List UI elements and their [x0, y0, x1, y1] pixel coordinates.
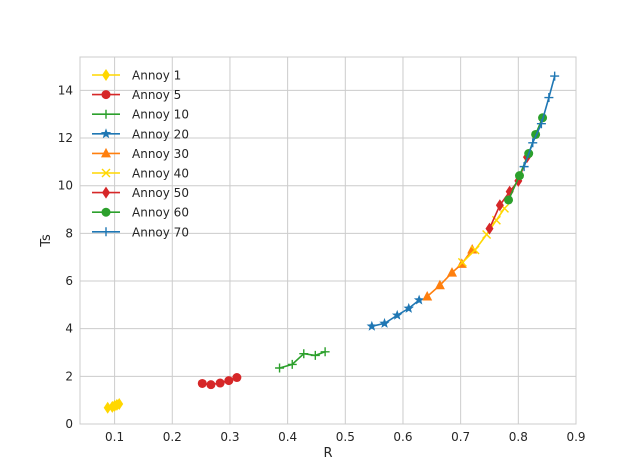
data-point — [310, 350, 320, 360]
data-point — [495, 199, 504, 212]
data-point — [197, 378, 207, 388]
legend-item: Annoy 60 — [92, 206, 189, 220]
y-axis-label: Ts — [39, 234, 54, 248]
data-point — [544, 93, 554, 103]
series — [103, 397, 124, 414]
legend-item: Annoy 10 — [92, 108, 189, 122]
x-tick-label: 0.3 — [220, 430, 239, 444]
x-tick-label: 0.1 — [105, 430, 124, 444]
data-point — [299, 349, 309, 359]
data-point — [505, 185, 514, 198]
data-point — [422, 291, 433, 301]
legend-item: Annoy 20 — [92, 127, 189, 141]
data-point — [101, 109, 111, 119]
series-group — [103, 71, 560, 414]
series — [275, 347, 330, 373]
x-tick-label: 0.7 — [451, 430, 470, 444]
data-point — [485, 222, 494, 235]
grid-lines — [80, 57, 577, 425]
data-point — [206, 380, 216, 390]
legend-item: Annoy 1 — [92, 69, 181, 83]
legend-item: Annoy 30 — [92, 147, 189, 161]
data-point — [403, 302, 414, 313]
y-tick-label: 14 — [58, 83, 73, 97]
data-point — [100, 128, 112, 139]
legend-label: Annoy 1 — [132, 69, 181, 83]
legend: Annoy 1 Annoy 5 Annoy 10 Annoy 20 Annoy 30 An… — [92, 69, 189, 239]
series — [366, 294, 425, 331]
data-point — [102, 69, 110, 81]
data-point — [101, 90, 111, 100]
legend-label: Annoy 40 — [132, 167, 189, 181]
y-tick-label: 2 — [65, 369, 73, 383]
legend-label: Annoy 60 — [132, 206, 189, 220]
data-point — [536, 119, 546, 129]
data-point — [519, 162, 529, 172]
y-tick-label: 12 — [58, 131, 73, 145]
data-point — [101, 147, 111, 158]
data-point — [514, 171, 524, 181]
data-point — [434, 279, 445, 290]
tick-labels: 0.1 0.2 0.3 0.4 0.5 0.6 0.7 0.8 0.9 0 2 4 6 8 10 12 14 — [58, 83, 586, 444]
x-tick-label: 0.9 — [566, 430, 585, 444]
series — [197, 373, 242, 390]
data-point — [391, 309, 403, 320]
series — [457, 203, 509, 267]
data-point — [101, 227, 111, 237]
data-point — [287, 359, 297, 369]
data-point — [550, 71, 560, 81]
x-axis-label: R — [323, 446, 332, 461]
data-point — [275, 363, 285, 373]
data-point — [504, 195, 514, 205]
x-tick-label: 0.2 — [163, 430, 182, 444]
legend-label: Annoy 20 — [132, 127, 189, 141]
y-tick-label: 6 — [65, 274, 73, 288]
legend-item: Annoy 50 — [92, 186, 189, 200]
x-tick-label: 0.5 — [336, 430, 355, 444]
plot-frame — [79, 56, 577, 425]
legend-item: Annoy 5 — [92, 88, 181, 102]
x-tick-label: 0.4 — [278, 430, 297, 444]
legend-label: Annoy 10 — [132, 108, 189, 122]
data-point — [366, 320, 378, 331]
data-point — [224, 376, 234, 386]
legend-item: Annoy 40 — [92, 167, 189, 181]
data-point — [102, 186, 110, 199]
data-point — [447, 267, 457, 277]
data-point — [101, 207, 111, 217]
series — [519, 71, 560, 172]
data-point — [413, 294, 425, 305]
data-point — [457, 257, 467, 267]
data-point — [379, 317, 390, 328]
x-tick-label: 0.8 — [509, 430, 528, 444]
data-point — [232, 373, 242, 383]
data-point — [215, 378, 225, 388]
legend-label: Annoy 50 — [132, 186, 189, 200]
y-tick-label: 0 — [65, 417, 73, 431]
legend-label: Annoy 70 — [132, 225, 189, 239]
y-tick-label: 8 — [65, 226, 73, 240]
legend-label: Annoy 5 — [132, 88, 181, 102]
data-point — [528, 138, 538, 148]
legend-item: Annoy 70 — [92, 225, 189, 239]
y-tick-label: 10 — [58, 179, 73, 193]
legend-label: Annoy 30 — [132, 147, 189, 161]
data-point — [320, 347, 330, 357]
x-tick-label: 0.6 — [393, 430, 412, 444]
data-point — [470, 245, 480, 255]
data-point — [101, 168, 111, 178]
y-tick-label: 4 — [65, 322, 73, 336]
data-point — [115, 397, 124, 410]
